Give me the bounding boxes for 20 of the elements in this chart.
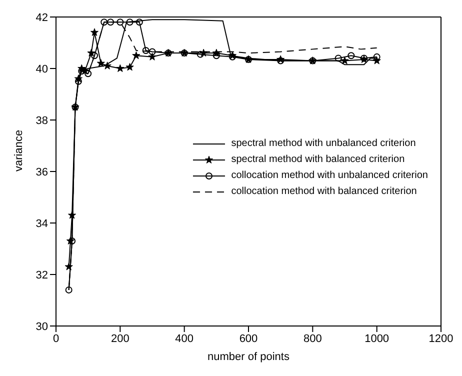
y-tick-label: 34 bbox=[36, 218, 48, 230]
legend-label: spectral method with balanced criterion bbox=[231, 153, 405, 167]
legend-label: collocation method with balanced criterion bbox=[231, 185, 417, 199]
y-tick-label: 36 bbox=[36, 166, 48, 178]
legend-label: spectral method with unbalanced criterion bbox=[231, 137, 416, 151]
x-axis-title: number of points bbox=[208, 351, 290, 363]
y-tick-label: 32 bbox=[36, 269, 48, 282]
x-tick-label: 1200 bbox=[428, 332, 454, 345]
y-tick-label: 30 bbox=[36, 320, 48, 333]
y-tick-label: 38 bbox=[36, 114, 48, 127]
x-tick-label: 1000 bbox=[364, 332, 390, 345]
x-tick-label: 0 bbox=[52, 332, 60, 345]
y-tick-label: 42 bbox=[36, 12, 48, 24]
x-tick-label: 400 bbox=[175, 332, 194, 345]
x-tick-label: 800 bbox=[303, 332, 322, 345]
y-tick-label: 40 bbox=[36, 63, 48, 76]
x-tick-label: 200 bbox=[110, 332, 130, 345]
x-tick-label: 600 bbox=[239, 332, 258, 345]
y-axis-title: variance bbox=[12, 130, 25, 172]
legend-label: collocation method with unbalanced criterion bbox=[231, 169, 428, 183]
